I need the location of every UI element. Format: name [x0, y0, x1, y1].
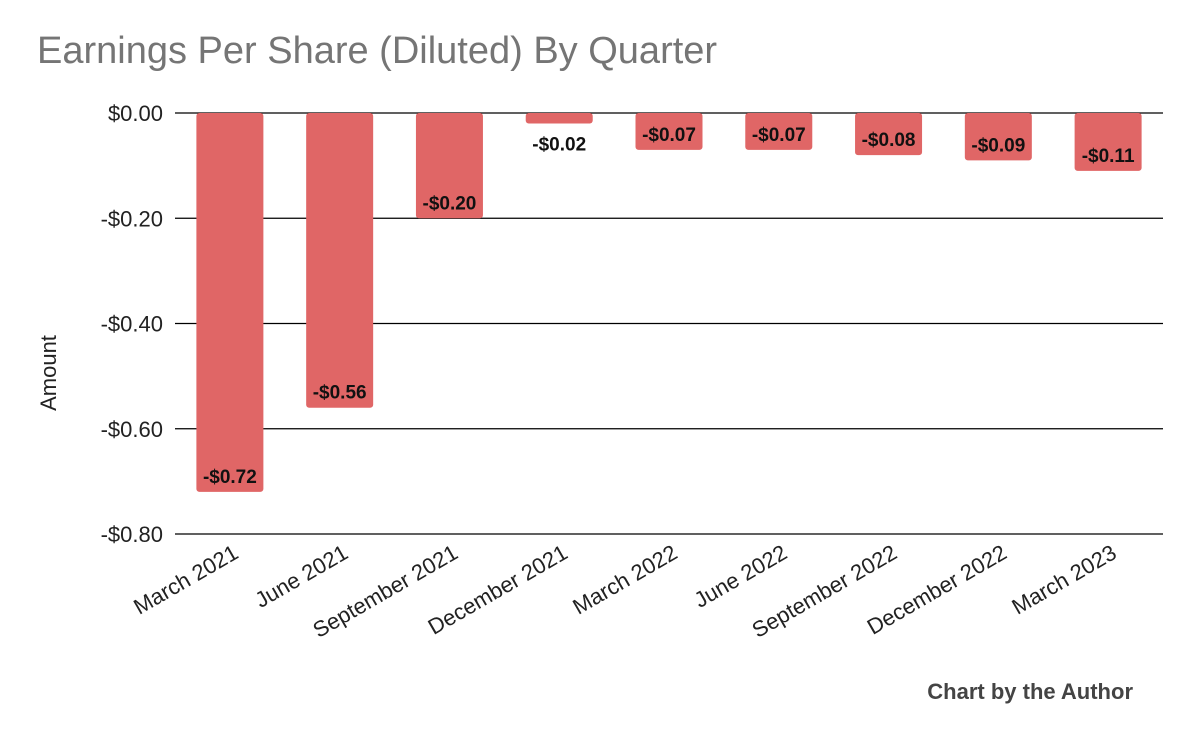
y-tick-label: -$0.40 — [101, 312, 163, 337]
data-label: -$0.56 — [313, 383, 367, 404]
data-label: -$0.07 — [752, 125, 806, 146]
data-label: -$0.08 — [862, 130, 916, 151]
x-tick-label: March 2021 — [129, 540, 242, 620]
bar — [306, 113, 374, 408]
x-tick-label: March 2023 — [1007, 540, 1120, 620]
x-tick-label: June 2022 — [690, 540, 791, 613]
bar — [525, 113, 593, 124]
bar — [635, 113, 703, 150]
data-label: -$0.09 — [971, 135, 1025, 156]
data-label: -$0.20 — [423, 193, 477, 214]
y-axis-title: Amount — [36, 335, 61, 411]
chart-title: Earnings Per Share (Diluted) By Quarter — [37, 30, 718, 72]
chart-credit: Chart by the Author — [927, 679, 1133, 704]
bar — [745, 113, 813, 150]
x-tick-label: March 2022 — [568, 540, 681, 620]
y-tick-label: $0.00 — [108, 101, 163, 126]
y-tick-label: -$0.60 — [101, 417, 163, 442]
bar — [1074, 113, 1142, 171]
y-axis-tick-labels: $0.00 -$0.20 -$0.40 -$0.60 -$0.80 — [101, 101, 163, 547]
data-label: -$0.72 — [203, 467, 257, 488]
data-label: -$0.02 — [532, 135, 586, 156]
x-tick-label: June 2021 — [251, 540, 352, 613]
y-tick-label: -$0.20 — [101, 206, 163, 231]
y-tick-label: -$0.80 — [101, 522, 163, 547]
data-labels: -$0.72 -$0.56 -$0.20 -$0.02 -$0.07 -$0.07 -$0.… — [203, 125, 1135, 488]
bar — [415, 113, 483, 219]
bar — [964, 113, 1032, 161]
bar — [196, 113, 264, 492]
data-label: -$0.07 — [642, 125, 696, 146]
bar — [855, 113, 923, 156]
bars — [196, 113, 1142, 492]
data-label: -$0.11 — [1082, 146, 1135, 167]
